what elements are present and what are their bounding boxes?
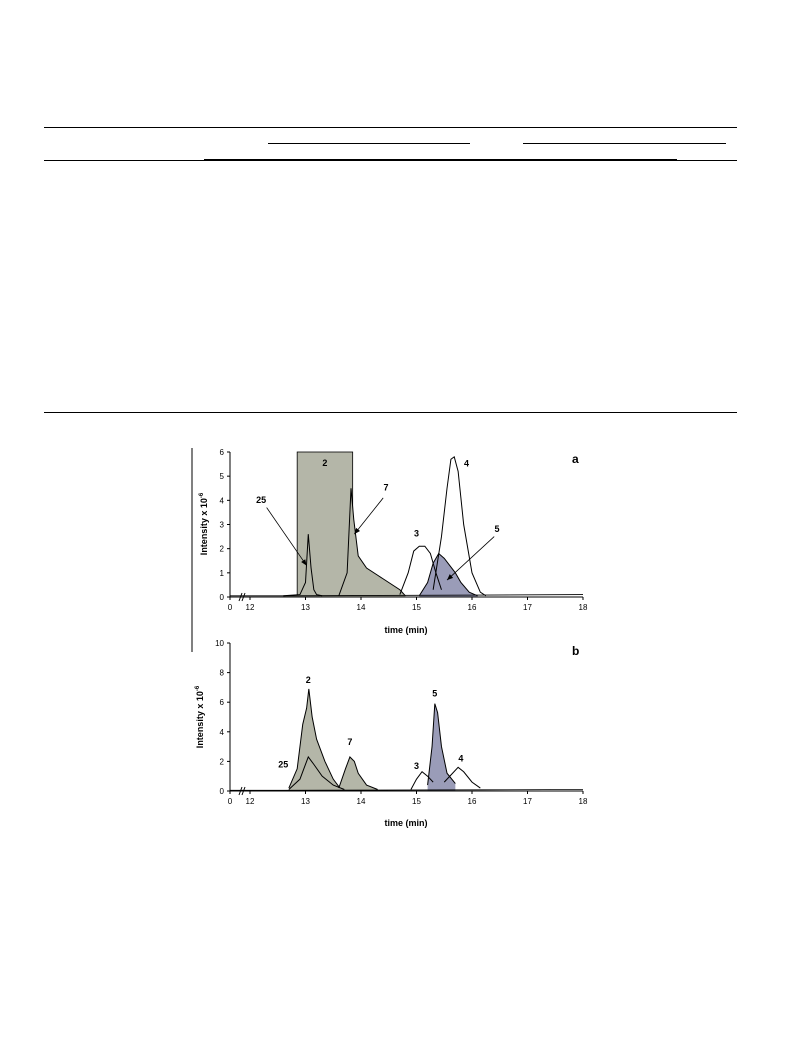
x-axis-break-mark xyxy=(238,786,243,796)
table-group-rule-1 xyxy=(268,143,470,144)
x-tick-label: 13 xyxy=(301,797,310,806)
peak-25-trace xyxy=(283,534,323,597)
peak-4-trace xyxy=(432,456,487,597)
x-tick-label: 16 xyxy=(468,603,477,612)
peak-25-label: 25 xyxy=(278,759,288,769)
panel-b-label: b xyxy=(572,644,579,658)
x-tick-label: 15 xyxy=(412,603,421,612)
panel-a-label: a xyxy=(572,452,579,466)
table-group-rule-2 xyxy=(523,143,726,144)
annotation-arrow xyxy=(266,507,307,566)
x-tick-label: 12 xyxy=(246,797,255,806)
peak-7-label: 7 xyxy=(347,737,352,747)
peak-25-trace xyxy=(288,755,345,790)
x-tick-label: 17 xyxy=(523,797,532,806)
y-tick-label: 0 xyxy=(220,787,225,796)
x-tick-label: 18 xyxy=(579,797,588,806)
peak-5-trace xyxy=(427,703,456,786)
x-tick-label: 15 xyxy=(412,797,421,806)
peak-5-trace xyxy=(418,552,478,597)
y-tick-label: 5 xyxy=(220,472,225,481)
y-tick-label: 10 xyxy=(215,639,224,648)
peak-3-label: 3 xyxy=(414,529,419,539)
y-tick-label: 0 xyxy=(220,593,225,602)
x-tick-label: 14 xyxy=(357,603,366,612)
peak-2-label: 2 xyxy=(322,458,327,468)
y-tick-label: 6 xyxy=(220,698,225,707)
table-bottom-rule xyxy=(44,412,737,413)
peak-7-trace xyxy=(338,488,406,597)
annotation-arrow xyxy=(446,536,495,581)
peak-7-area xyxy=(338,488,406,597)
annotation-arrowhead xyxy=(447,574,454,581)
panel-a-y-axis-title: Intensity x 10-6 xyxy=(199,492,209,555)
baseline-trace xyxy=(230,594,584,597)
peak-7-trace xyxy=(338,756,378,790)
baseline-trace xyxy=(230,789,584,791)
x-tick-label: 12 xyxy=(246,603,255,612)
x-tick-label: 0 xyxy=(228,603,233,612)
panel-a-x-axis-title: time (min) xyxy=(384,625,427,635)
peak-3-trace xyxy=(399,545,442,595)
y-tick-label: 6 xyxy=(220,448,225,457)
y-tick-label: 2 xyxy=(220,757,225,766)
peak-4-label: 4 xyxy=(458,753,463,763)
panel-b-x-axis-title: time (min) xyxy=(384,818,427,828)
peak-25-area xyxy=(288,756,345,791)
y-tick-label: 1 xyxy=(220,569,225,578)
x-tick-label: 18 xyxy=(579,603,588,612)
x-tick-label: 13 xyxy=(301,603,310,612)
table-top-rule xyxy=(44,127,737,128)
x-tick-label: 17 xyxy=(523,603,532,612)
annotation-arrowhead xyxy=(354,527,361,535)
panel-b-y-axis-title: Intensity x 10-6 xyxy=(195,685,205,748)
peak-25-label: 25 xyxy=(256,495,266,505)
annotation-arrowhead xyxy=(301,559,307,566)
y-tick-label: 2 xyxy=(220,545,225,554)
table-header-rule-thick xyxy=(204,159,677,161)
peak-5-label: 5 xyxy=(494,524,499,534)
peak-3-trace xyxy=(410,771,434,790)
x-axis-break-mark xyxy=(238,592,243,602)
y-tick-label: 4 xyxy=(220,496,225,505)
peak-2-trace xyxy=(288,688,340,789)
peak-7-label: 7 xyxy=(383,483,388,493)
x-axis-break-mark xyxy=(241,592,246,602)
y-tick-label: 3 xyxy=(220,521,225,530)
peak-5-label: 5 xyxy=(432,688,437,698)
y-tick-label: 4 xyxy=(220,728,225,737)
chart-panel-b: 0 12 13 14 15 16 17 18 0 2 4 6 8 10 2 25 7 3 5 4 time (min… xyxy=(195,639,588,828)
y-tick-label: 8 xyxy=(220,669,225,678)
x-tick-label: 14 xyxy=(357,797,366,806)
peak-2-label: 2 xyxy=(306,675,311,685)
peak-4-trace xyxy=(443,766,481,789)
x-tick-label: 16 xyxy=(468,797,477,806)
peak-4-label: 4 xyxy=(464,459,469,469)
peak-3-label: 3 xyxy=(414,761,419,771)
panel-a-arrows xyxy=(266,497,495,581)
x-axis-break-mark xyxy=(241,786,246,796)
x-tick-label: 0 xyxy=(228,797,233,806)
annotation-arrow xyxy=(354,497,384,535)
